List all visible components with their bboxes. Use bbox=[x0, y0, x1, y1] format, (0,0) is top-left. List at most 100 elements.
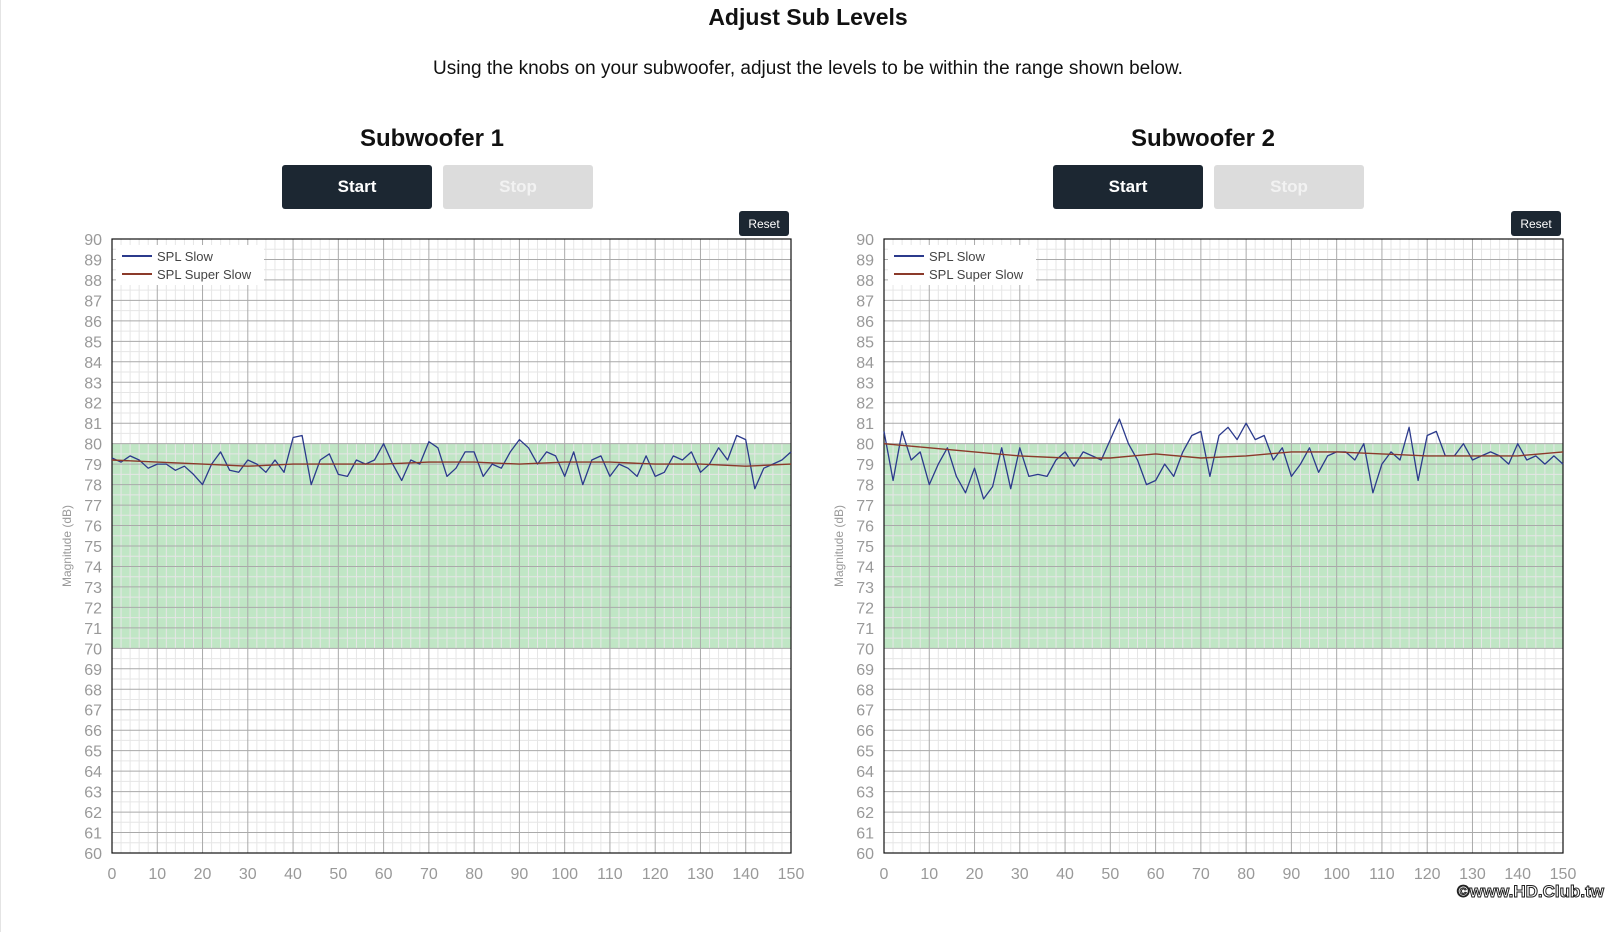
chart-1-x-tick-label: 140 bbox=[732, 866, 759, 883]
chart-1-y-tick-label: 75 bbox=[84, 539, 102, 556]
chart-1-x-tick-label: 120 bbox=[642, 866, 669, 883]
chart-1-x-tick-label: 70 bbox=[420, 866, 438, 883]
chart-1-y-tick-label: 65 bbox=[84, 744, 102, 761]
chart-1-y-tick-label: 89 bbox=[84, 252, 102, 269]
chart-2-y-tick-label: 63 bbox=[856, 785, 874, 802]
chart-1-x-tick-label: 150 bbox=[778, 866, 805, 883]
chart-2-legend-label: SPL Super Slow bbox=[929, 267, 1024, 282]
chart-2-y-axis-label: Magnitude (dB) bbox=[832, 505, 846, 587]
chart-1-y-tick-label: 72 bbox=[84, 600, 102, 617]
chart-2-y-tick-label: 75 bbox=[856, 539, 874, 556]
chart-1-x-tick-label: 30 bbox=[239, 866, 257, 883]
chart-1-y-tick-label: 69 bbox=[84, 662, 102, 679]
chart-2-y-tick-label: 73 bbox=[856, 580, 874, 597]
chart-1-y-tick-label: 68 bbox=[84, 682, 102, 699]
chart-1-y-tick-label: 78 bbox=[84, 478, 102, 495]
chart-2-y-tick-label: 84 bbox=[856, 355, 874, 372]
chart-2-plot-frame bbox=[883, 238, 1564, 854]
chart-2-legend bbox=[888, 245, 1036, 285]
chart-2-x-tick-label: 70 bbox=[1192, 866, 1210, 883]
chart-2-y-tick-label: 71 bbox=[856, 621, 874, 638]
chart-2-y-tick-label: 68 bbox=[856, 682, 874, 699]
chart-1-x-tick-label: 50 bbox=[329, 866, 347, 883]
chart-2-y-tick-label: 85 bbox=[856, 334, 874, 351]
chart-2-y-tick-label: 79 bbox=[856, 457, 874, 474]
chart-1-y-tick-label: 88 bbox=[84, 273, 102, 290]
subwoofer-1-reset-button[interactable]: Reset bbox=[739, 211, 789, 236]
chart-2-x-tick-label: 90 bbox=[1283, 866, 1301, 883]
chart-1-x-tick-label: 10 bbox=[148, 866, 166, 883]
chart-1-series-spl-super-slow bbox=[111, 459, 792, 467]
chart-2-x-tick-label: 20 bbox=[966, 866, 984, 883]
chart-2-y-tick-label: 87 bbox=[856, 293, 874, 310]
chart-1-y-tick-label: 77 bbox=[84, 498, 102, 515]
page-title: Adjust Sub Levels bbox=[708, 4, 908, 30]
chart-1-y-tick-label: 70 bbox=[84, 641, 102, 658]
chart-2-y-tick-label: 81 bbox=[856, 416, 874, 433]
chart-1-y-tick-label: 83 bbox=[84, 375, 102, 392]
chart-2-x-tick-label: 120 bbox=[1414, 866, 1441, 883]
chart-1-y-tick-label: 71 bbox=[84, 621, 102, 638]
chart-1-x-tick-label: 130 bbox=[687, 866, 714, 883]
chart-1-y-tick-label: 62 bbox=[84, 805, 102, 822]
chart-2-y-tick-label: 66 bbox=[856, 723, 874, 740]
chart-1-x-tick-label: 110 bbox=[597, 866, 623, 883]
chart-1-y-tick-label: 61 bbox=[84, 826, 102, 843]
chart-1-y-tick-label: 87 bbox=[84, 293, 102, 310]
chart-1-x-tick-label: 0 bbox=[108, 866, 117, 883]
chart-1-y-tick-label: 73 bbox=[84, 580, 102, 597]
subwoofer-2-start-button[interactable]: Start bbox=[1053, 165, 1203, 209]
chart-2-y-tick-label: 80 bbox=[856, 437, 874, 454]
chart-2-x-tick-label: 150 bbox=[1550, 866, 1577, 883]
subwoofer-2-title: Subwoofer 2 bbox=[1130, 125, 1275, 152]
chart-2-y-tick-label: 70 bbox=[856, 641, 874, 658]
chart-2-x-tick-label: 110 bbox=[1369, 866, 1395, 883]
chart-1-y-tick-label: 82 bbox=[84, 396, 102, 413]
chart-1-x-tick-label: 90 bbox=[511, 866, 529, 883]
chart-2-y-tick-label: 65 bbox=[856, 744, 874, 761]
chart-1-y-tick-label: 74 bbox=[84, 559, 102, 576]
chart-1-y-tick-label: 63 bbox=[84, 785, 102, 802]
chart-1-y-tick-label: 76 bbox=[84, 519, 102, 536]
chart-2-x-tick-label: 60 bbox=[1147, 866, 1165, 883]
page-subtitle: Using the knobs on your subwoofer, adjus… bbox=[433, 58, 1183, 79]
chart-2-y-tick-label: 74 bbox=[856, 559, 874, 576]
chart-1-y-tick-label: 84 bbox=[84, 355, 102, 372]
chart-1-y-tick-label: 85 bbox=[84, 334, 102, 351]
chart-2-y-tick-label: 64 bbox=[856, 764, 874, 781]
chart-2-x-tick-label: 10 bbox=[920, 866, 938, 883]
chart-2-y-tick-label: 76 bbox=[856, 519, 874, 536]
chart-1-series-spl-slow bbox=[111, 434, 792, 490]
chart-1-x-tick-label: 20 bbox=[194, 866, 212, 883]
subwoofer-1-stop-button[interactable]: Stop bbox=[443, 165, 593, 209]
chart-2-y-tick-label: 83 bbox=[856, 375, 874, 392]
subwoofer-1-title: Subwoofer 1 bbox=[359, 125, 504, 152]
watermark: ©www.HD.Club.tw bbox=[1457, 882, 1605, 902]
subwoofer-2-reset-button[interactable]: Reset bbox=[1511, 211, 1561, 236]
chart-1-y-tick-label: 81 bbox=[84, 416, 102, 433]
subwoofer-1-start-button[interactable]: Start bbox=[282, 165, 432, 209]
window-edge bbox=[0, 0, 1, 932]
chart-2-x-tick-label: 80 bbox=[1237, 866, 1255, 883]
chart-1-x-tick-label: 80 bbox=[465, 866, 483, 883]
chart-2-x-tick-label: 30 bbox=[1011, 866, 1029, 883]
chart-2-y-tick-label: 62 bbox=[856, 805, 874, 822]
chart-1-y-tick-label: 79 bbox=[84, 457, 102, 474]
chart-2-y-tick-label: 86 bbox=[856, 314, 874, 331]
chart-1-legend-label: SPL Super Slow bbox=[157, 267, 252, 282]
chart-1-legend bbox=[116, 245, 264, 285]
chart-1-x-tick-label: 60 bbox=[375, 866, 393, 883]
chart-2-y-tick-label: 90 bbox=[856, 232, 874, 249]
chart-1-y-tick-label: 80 bbox=[84, 437, 102, 454]
chart-2-y-tick-label: 60 bbox=[856, 846, 874, 863]
chart-1-x-tick-label: 40 bbox=[284, 866, 302, 883]
chart-2-x-tick-label: 140 bbox=[1504, 866, 1531, 883]
chart-1-y-tick-label: 86 bbox=[84, 314, 102, 331]
chart-2-legend-label: SPL Slow bbox=[929, 249, 985, 264]
chart-2-x-tick-label: 50 bbox=[1101, 866, 1119, 883]
subwoofer-2-stop-button[interactable]: Stop bbox=[1214, 165, 1364, 209]
chart-1-x-tick-label: 100 bbox=[551, 866, 578, 883]
chart-2-y-tick-label: 72 bbox=[856, 600, 874, 617]
